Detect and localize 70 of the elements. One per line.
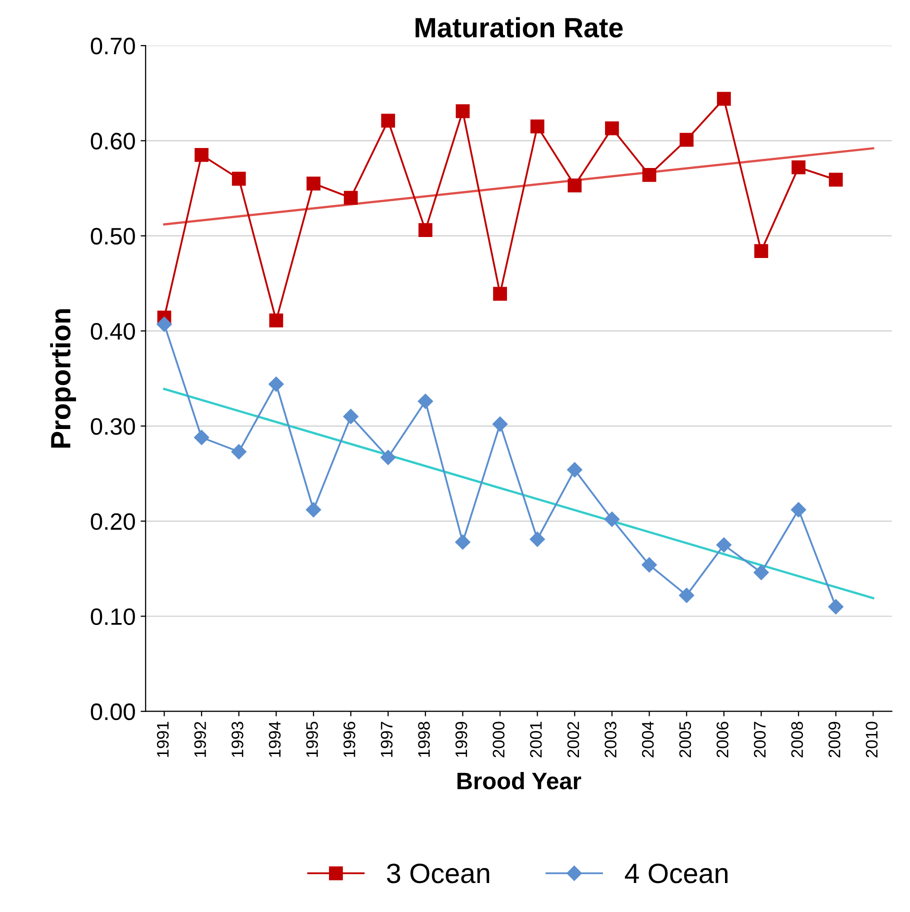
y-tick-label: 0.40 <box>90 322 135 340</box>
point <box>232 172 246 186</box>
point <box>194 430 210 446</box>
point <box>343 408 358 424</box>
point <box>792 160 806 174</box>
point <box>530 532 545 547</box>
point <box>306 502 322 518</box>
point <box>194 148 209 162</box>
point <box>306 176 320 190</box>
x-tick-label: 1996 <box>343 722 356 757</box>
point <box>716 537 732 552</box>
y-tick-label: 0.60 <box>90 132 135 150</box>
y-tick-label: 0.50 <box>90 228 135 245</box>
point <box>492 416 508 432</box>
y-axis-title: Proportion <box>50 309 76 448</box>
point <box>716 92 731 106</box>
point <box>567 462 582 478</box>
y-tick-label: 0.20 <box>90 513 135 530</box>
x-tick-label: 2008 <box>791 722 803 758</box>
point <box>418 223 432 238</box>
x-tick-label: 2009 <box>828 722 840 758</box>
x-tick-label: 1991 <box>156 722 169 757</box>
y-tick-label: 0.30 <box>90 418 135 435</box>
point <box>456 104 470 118</box>
x-tick-label: 1994 <box>268 722 281 757</box>
point <box>380 450 396 465</box>
point <box>268 376 284 392</box>
point <box>568 178 582 192</box>
point <box>530 119 544 134</box>
point <box>790 502 806 518</box>
point <box>754 564 769 580</box>
point <box>381 114 396 128</box>
x-tick-label: 1997 <box>380 722 393 757</box>
point <box>455 534 470 550</box>
x-tick-label: 2002 <box>567 722 580 758</box>
x-tick-label: 1992 <box>194 722 206 757</box>
chart-title: Maturation Rate <box>416 17 623 38</box>
point <box>828 599 844 614</box>
point <box>680 132 694 147</box>
point <box>828 172 843 187</box>
x-tick-label: 2004 <box>642 722 654 758</box>
x-tick-label: 1993 <box>232 722 244 757</box>
point <box>605 121 619 136</box>
point <box>642 168 656 182</box>
x-tick-label: 2003 <box>604 722 616 758</box>
point <box>231 444 246 460</box>
x-tick-label: 2007 <box>754 722 766 758</box>
point <box>418 394 433 409</box>
legend-label: 3 Ocean <box>386 864 490 884</box>
x-tick-label: 2010 <box>866 722 878 758</box>
x-tick-label: 1999 <box>455 722 468 757</box>
y-tick-label: 0.10 <box>90 608 135 626</box>
point <box>679 588 694 603</box>
point <box>493 286 507 301</box>
point <box>604 512 620 527</box>
point <box>642 557 657 572</box>
point <box>156 316 172 332</box>
x-tick-label: 2000 <box>492 722 505 758</box>
point <box>344 190 358 205</box>
x-tick-label: 1998 <box>418 722 430 757</box>
legend-label: 4 Ocean <box>624 864 728 884</box>
x-tick-label: 2005 <box>679 722 692 758</box>
x-tick-label: 2001 <box>530 722 542 758</box>
x-tick-label: 2006 <box>716 722 728 758</box>
point <box>754 244 768 258</box>
x-tick-label: 1995 <box>306 722 318 757</box>
x-axis-title: Brood Year <box>458 772 582 790</box>
point <box>269 314 284 328</box>
y-tick-label: 0.00 <box>90 703 135 720</box>
y-tick-label: 0.70 <box>90 38 135 54</box>
